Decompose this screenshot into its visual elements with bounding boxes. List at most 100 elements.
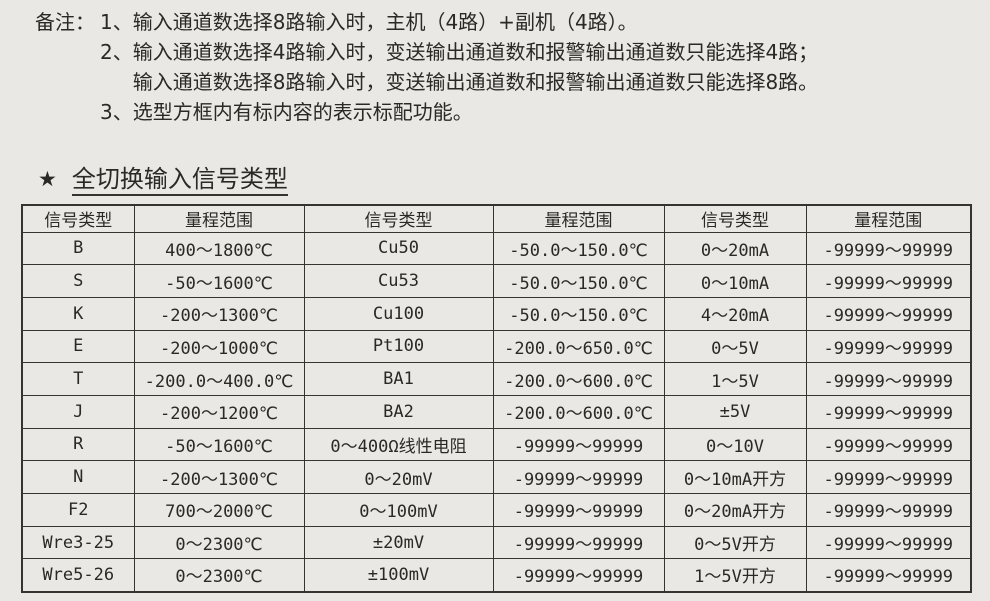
table-cell: -200.0～600.0℃	[492, 362, 665, 396]
table-cell: 0～10V	[663, 427, 807, 462]
table-cell: 0～10mA开方	[663, 460, 807, 494]
note-lines: 输入通道数选择4路输入时，变送输出通道数和报警输出通道数只能选择4路； 输入通道数…	[133, 37, 990, 97]
note-line: 输入通道数选择8路输入时，主机（4路）+副机（4路）。	[132, 10, 638, 34]
table-cell: K	[21, 296, 135, 331]
signal-type-table: 信号类型 量程范围 信号类型 量程范围 信号类型 量程范围 B 400～1800℃ Cu50-…	[21, 204, 972, 593]
table-cell: ±100mV	[303, 558, 494, 593]
table-cell: B	[21, 231, 135, 266]
table-cell: BA1	[303, 362, 494, 396]
table-cell: 0～5V开方	[663, 525, 807, 560]
note-item: 2、 输入通道数选择4路输入时，变送输出通道数和报警输出通道数只能选择4路； 输入通…	[100, 37, 990, 97]
table-cell: -99999～99999	[805, 296, 972, 331]
table-cell: ±5V	[663, 394, 807, 429]
notes-section: 备注： 1、 输入通道数选择8路输入时，主机（4路）+副机（4路）。 2、 输入通道数…	[0, 0, 990, 127]
note-line: 选型方框内有标内容的表示标配功能。	[132, 100, 473, 124]
table-cell: Cu100	[303, 296, 494, 331]
table-row: J -200～1200℃ BA2 -200.0～600.0℃ ±5V -99999～999…	[21, 394, 972, 429]
table-cell: -50～1600℃	[133, 427, 305, 462]
table-cell: R	[21, 427, 135, 462]
table-cell: -99999～99999	[805, 362, 972, 396]
table-cell: -99999～99999	[805, 493, 972, 527]
column-header: 信号类型	[303, 204, 494, 233]
table-cell: -99999～99999	[805, 231, 972, 266]
table-cell: -99999～99999	[805, 329, 972, 364]
table-body: B 400～1800℃ Cu50 -50.0～150.0℃ 0～20mA -99999～9…	[21, 231, 972, 593]
table-cell: 1～5V开方	[663, 558, 807, 593]
table-cell: Wre3-25	[21, 525, 135, 560]
table-cell: N	[21, 460, 135, 494]
table-cell: -99999～99999	[492, 558, 665, 593]
note-line: 输入通道数选择4路输入时，变送输出通道数和报警输出通道数只能选择4路；	[132, 40, 819, 64]
table-cell: 0～5V	[663, 329, 807, 364]
table-cell: 0～20mV	[303, 460, 494, 494]
table-cell: -50.0～150.0℃	[492, 231, 665, 266]
table-cell: 0～2300℃	[133, 558, 305, 593]
section-heading: ★ 全切换输入信号类型	[38, 164, 990, 196]
table-cell: -99999～99999	[805, 264, 972, 298]
note-lines: 输入通道数选择8路输入时，主机（4路）+副机（4路）。	[133, 7, 990, 37]
note-number: 3、	[100, 100, 133, 124]
table-cell: T	[21, 362, 135, 396]
table-cell: 0～10mA	[663, 264, 807, 298]
table-row: E -200～1000℃ Pt100 -200.0～650.0℃ 0～5V -99999～…	[21, 329, 972, 364]
table-cell: 0～400Ω线性电阻	[303, 427, 494, 462]
table-row: F2 700～2000℃ 0～100mV -99999～99999 0～20mA开方 -9…	[21, 493, 972, 527]
table-cell: -99999～99999	[492, 493, 665, 527]
table-cell: -99999～99999	[492, 525, 665, 560]
notes-label: 备注：	[35, 10, 95, 34]
table-cell: -99999～99999	[805, 460, 972, 494]
table-cell: 0～20mA开方	[663, 493, 807, 527]
table-cell: BA2	[303, 394, 494, 429]
table-cell: -200～1200℃	[133, 394, 305, 429]
table-cell: 400～1800℃	[133, 231, 305, 266]
table-row: B 400～1800℃ Cu50 -50.0～150.0℃ 0～20mA -99999～9…	[21, 231, 972, 266]
table-cell: 1～5V	[663, 362, 807, 396]
table-cell: J	[21, 394, 135, 429]
table-cell: -200～1000℃	[133, 329, 305, 364]
table-cell: -200～1300℃	[133, 460, 305, 494]
column-header: 信号类型	[21, 204, 135, 233]
table-header-row: 信号类型 量程范围 信号类型 量程范围 信号类型 量程范围	[21, 204, 972, 233]
table-cell: -50.0～150.0℃	[492, 264, 665, 298]
table-row: S -50～1600℃ Cu53 -50.0～150.0℃ 0～10mA -99999～9…	[21, 264, 972, 298]
notes-list: 1、 输入通道数选择8路输入时，主机（4路）+副机（4路）。 2、 输入通道数选择4路…	[100, 7, 990, 127]
table-cell: F2	[21, 493, 135, 527]
star-icon: ★	[38, 167, 57, 191]
note-line: 输入通道数选择8路输入时，变送输出通道数和报警输出通道数只能选择8路。	[132, 70, 819, 94]
table-cell: S	[21, 264, 135, 298]
table-cell: -99999～99999	[805, 558, 972, 593]
column-header: 信号类型	[663, 204, 807, 233]
table-cell: Wre5-26	[21, 558, 135, 593]
table-cell: 0～2300℃	[133, 525, 305, 560]
table-cell: -200～1300℃	[133, 296, 305, 331]
table-cell: -200.0～650.0℃	[492, 329, 665, 364]
note-item: 3、 选型方框内有标内容的表示标配功能。	[100, 97, 990, 127]
table-row: Wre3-25 0～2300℃ ±20mV -99999～99999 0～5V开方 -99…	[21, 525, 972, 560]
table-cell: -99999～99999	[805, 394, 972, 429]
table-cell: -99999～99999	[805, 427, 972, 462]
note-number: 1、	[100, 10, 133, 34]
table-cell: 700～2000℃	[133, 493, 305, 527]
note-lines: 选型方框内有标内容的表示标配功能。	[133, 97, 990, 127]
table-cell: -50～1600℃	[133, 264, 305, 298]
table-row: K -200～1300℃ Cu100 -50.0～150.0℃ 4～20mA -99999…	[21, 296, 972, 331]
table-header: 信号类型 量程范围 信号类型 量程范围 信号类型 量程范围	[21, 204, 972, 233]
table-cell: -200.0～600.0℃	[492, 394, 665, 429]
table-cell: -200.0～400.0℃	[133, 362, 305, 396]
table-row: R -50～1600℃ 0～400Ω线性电阻 -99999～99999 0～10V -99…	[21, 427, 972, 462]
table-cell: Cu50	[303, 231, 494, 266]
table-cell: -50.0～150.0℃	[492, 296, 665, 331]
note-number: 2、	[100, 40, 133, 64]
column-header: 量程范围	[492, 204, 665, 233]
table-cell: -99999～99999	[805, 525, 972, 560]
table-cell: ±20mV	[303, 525, 494, 560]
section-title: 全切换输入信号类型	[71, 165, 288, 196]
table-cell: 4～20mA	[663, 296, 807, 331]
table-cell: -99999～99999	[492, 460, 665, 494]
table-row: N -200～1300℃ 0～20mV -99999～99999 0～10mA开方 -99…	[21, 460, 972, 494]
table-cell: Pt100	[303, 329, 494, 364]
column-header: 量程范围	[805, 204, 972, 233]
table-cell: 0～100mV	[303, 493, 494, 527]
table-cell: E	[21, 329, 135, 364]
